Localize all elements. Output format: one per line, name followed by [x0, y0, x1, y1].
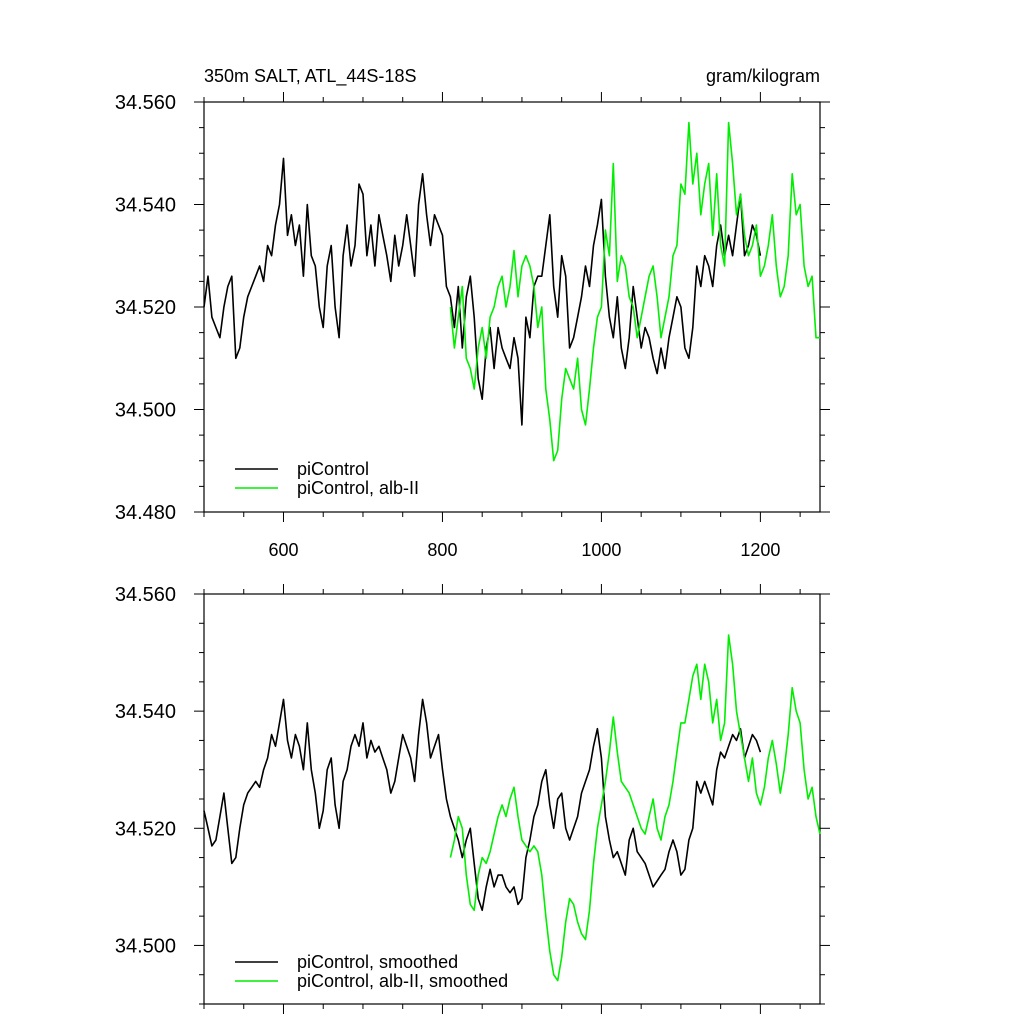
y-tick-label: 34.540	[115, 195, 176, 217]
y-tick-label: 34.500	[115, 400, 176, 422]
y-tick-label: 34.560	[115, 92, 176, 114]
legend-label-1: piControl, alb-II, smoothed	[297, 971, 508, 991]
y-tick-label: 34.520	[115, 818, 176, 840]
legend-label-0: piControl, smoothed	[297, 952, 458, 972]
top-chart: 600 800 1000 1200 34.480 34.500 34.520 34.540 34…	[115, 92, 830, 560]
x-tick-label: 600	[268, 540, 298, 560]
series-line-0	[203, 157, 762, 426]
series-line-1	[449, 121, 820, 462]
x-tick-label: 1200	[740, 540, 780, 560]
y-tick-label: 34.540	[115, 701, 176, 723]
y-tick-label: 34.520	[115, 297, 176, 319]
chart-units: gram/kilogram	[706, 66, 820, 86]
legend-label-1: piControl, alb-II	[297, 478, 419, 498]
bottom-chart: 34.500 34.520 34.540 34.560 piControl, smoot…	[115, 584, 830, 1014]
legend-label-0: piControl	[297, 459, 369, 479]
x-tick-label: 800	[427, 540, 457, 560]
y-tick-label: 34.560	[115, 584, 176, 606]
series-line-1	[449, 634, 821, 982]
y-tick-label: 34.480	[115, 502, 176, 524]
series-line-0	[203, 698, 762, 912]
x-tick-label: 1000	[581, 540, 621, 560]
y-tick-label: 34.500	[115, 935, 176, 957]
chart-title: 350m SALT, ATL_44S-18S	[204, 66, 416, 87]
